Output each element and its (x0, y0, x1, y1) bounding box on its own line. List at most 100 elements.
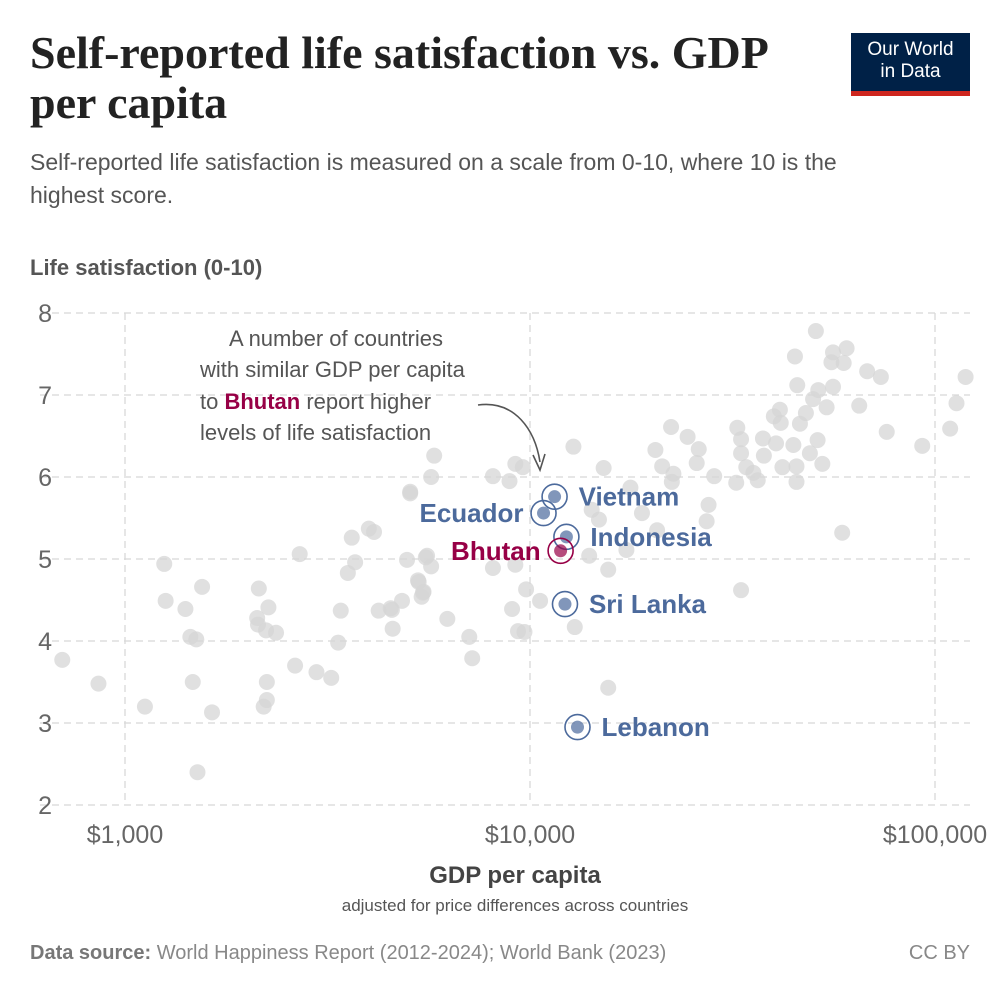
data-point (818, 399, 835, 416)
data-point (323, 669, 340, 686)
highlight-point (559, 530, 573, 544)
data-point (754, 430, 771, 447)
annotation-line3-pre: to (200, 389, 224, 414)
data-source-text: World Happiness Report (2012-2024); Worl… (151, 942, 667, 964)
data-point (426, 447, 443, 464)
data-point (700, 496, 717, 513)
data-point (581, 547, 598, 564)
data-point (825, 378, 842, 395)
data-point (188, 631, 205, 648)
data-point (402, 483, 419, 500)
data-point (690, 441, 707, 458)
highlight-point (570, 720, 584, 734)
x-tick-label: $10,000 (485, 821, 575, 849)
data-point (728, 474, 745, 491)
data-point (914, 437, 931, 454)
data-point (774, 459, 791, 476)
data-point (772, 414, 789, 431)
data-point (439, 610, 456, 627)
highlight-label: Lebanon (601, 712, 709, 742)
data-point (484, 560, 501, 577)
x-axis-subtitle: adjusted for price differences across co… (341, 896, 689, 915)
y-axis-title: Life satisfaction (0-10) (30, 255, 263, 280)
highlight-ring (530, 499, 557, 527)
data-point (399, 551, 416, 568)
data-point (755, 447, 772, 464)
data-point (688, 455, 705, 472)
background-points (54, 323, 974, 781)
highlight-indonesia: Indonesia (553, 522, 712, 552)
highlight-point (558, 597, 572, 611)
highlighted-points: Vietnam Ecuador Indonesia Bhutan Sri Lanka Le… (420, 482, 713, 742)
owid-logo[interactable]: Our World in Data (851, 33, 970, 96)
data-point (600, 679, 617, 696)
data-point (805, 391, 822, 408)
annotation-line4: levels of life satisfaction (200, 420, 431, 445)
data-point (948, 395, 965, 412)
data-point (789, 377, 806, 394)
data-point (255, 698, 272, 715)
highlight-sri-lanka: Sri Lanka (551, 589, 707, 619)
data-point (791, 415, 808, 432)
y-tick-label: 4 (38, 628, 52, 656)
data-point (600, 561, 617, 578)
data-point (786, 348, 803, 365)
tick-labels: 2 3 4 5 6 7 8 $1,000 $10,000 $100,000 (38, 300, 987, 849)
data-source-label: Data source: (30, 942, 152, 964)
data-point (698, 513, 715, 530)
data-point (417, 549, 434, 566)
data-point (189, 764, 206, 781)
data-point (809, 432, 826, 449)
data-point (565, 438, 582, 455)
data-point (501, 473, 518, 490)
data-point (484, 468, 501, 485)
data-point (566, 619, 583, 636)
data-point (423, 469, 440, 485)
chart-title: Self-reported life satisfaction vs. GDP … (30, 27, 767, 128)
y-tick-label: 5 (38, 546, 52, 574)
x-tick-label: $1,000 (87, 821, 163, 849)
data-point (679, 428, 696, 445)
data-point (339, 564, 356, 581)
data-point (177, 601, 194, 618)
data-point (250, 580, 267, 597)
y-tick-label: 2 (38, 792, 52, 820)
data-point (461, 628, 478, 645)
highlight-label: Indonesia (590, 522, 712, 552)
data-point (583, 501, 600, 518)
annotation-line3: to Bhutan report higher (200, 389, 431, 414)
data-point (823, 354, 840, 371)
data-point (532, 592, 549, 609)
data-point (859, 363, 876, 380)
highlight-ring (564, 713, 591, 741)
data-point (872, 368, 889, 385)
data-point (814, 455, 831, 472)
y-tick-label: 3 (38, 710, 52, 738)
highlight-ecuador: Ecuador (420, 498, 557, 528)
license-link[interactable]: CC BY (908, 942, 970, 964)
data-point (518, 581, 535, 598)
highlight-label: Ecuador (420, 498, 524, 528)
annotation-line3-post: report higher (300, 389, 431, 414)
y-tick-label: 7 (38, 382, 52, 410)
data-point (330, 634, 347, 651)
data-point (663, 418, 680, 435)
data-point (370, 602, 387, 619)
data-point (464, 650, 481, 667)
data-point (409, 572, 426, 589)
data-point (733, 582, 750, 599)
data-source: Data source: World Happiness Report (201… (30, 942, 666, 965)
data-point (835, 355, 852, 372)
highlight-ring (547, 537, 574, 565)
data-point (838, 340, 855, 357)
chart-subtitle: Self-reported life satisfaction is measu… (30, 149, 837, 208)
data-point (194, 578, 211, 595)
highlight-ring (541, 483, 568, 510)
data-point (366, 523, 383, 540)
data-point (308, 664, 325, 681)
data-point (647, 441, 664, 458)
data-point (516, 623, 533, 640)
data-point (807, 323, 824, 340)
highlight-bhutan: Bhutan (451, 536, 574, 566)
data-point (343, 529, 360, 546)
